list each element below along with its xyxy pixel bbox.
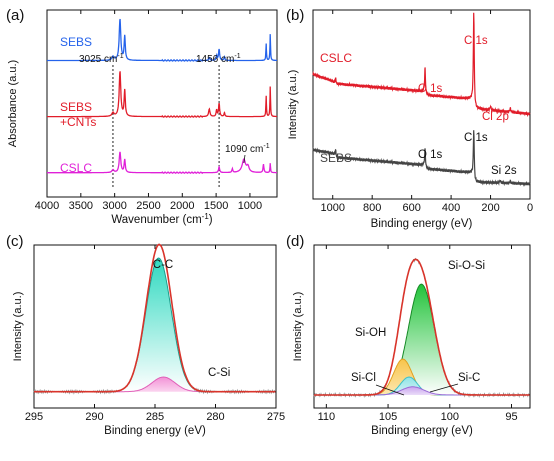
annotation-arrow — [243, 154, 246, 164]
x-tick-label: 280 — [206, 411, 224, 423]
label-leader-line — [375, 384, 405, 396]
x-tick-label: 275 — [267, 411, 285, 423]
panel-c-c1s: 295 290 285 280 275 (c) Intensity (a.u.) Bindin… — [6, 233, 285, 437]
panel-label: (d) — [286, 233, 304, 250]
x-axis-label: Wavenumber (cm-1) — [111, 212, 212, 226]
component-label-3: Si-C — [458, 372, 480, 384]
series-label-sebs: SEBS — [60, 35, 92, 49]
x-tick-label: 105 — [379, 411, 397, 423]
annotation-1456: 1456 cm-1 — [196, 53, 241, 65]
component-label-1: C-Si — [208, 367, 230, 379]
x-tick-label: 800 — [363, 202, 381, 214]
series-line-2 — [47, 151, 277, 174]
x-tick-label: 2000 — [170, 200, 194, 212]
y-axis-label: Intensity (a.u.) — [287, 70, 299, 140]
peak-label-o1s-sebs: O 1s — [418, 149, 443, 161]
panel-label: (a) — [6, 7, 24, 24]
x-tick-label: 285 — [146, 411, 164, 423]
x-tick-label: 2500 — [136, 200, 160, 212]
peak-label-c1s-cslc: C 1s — [464, 35, 488, 47]
peak-label-si2s-sebs: Si 2s — [491, 165, 517, 177]
peak-label-cl2p-cslc: Cl 2p — [482, 111, 509, 123]
x-tick-label: 3500 — [69, 200, 93, 212]
series-label-sebs: SEBS — [320, 151, 352, 165]
x-tick-label: 290 — [85, 411, 103, 423]
x-tick-label: 95 — [505, 411, 517, 423]
panel-b-xps-survey: 1000 800 600 400 200 0 (b) Intensity (a.u.) Bind… — [286, 7, 533, 230]
plot-frame — [312, 9, 531, 200]
component-label-1: Si-OH — [355, 327, 386, 339]
y-axis-label: Absorbance (a.u.) — [7, 60, 19, 147]
component-label-0: Si-O-Si — [448, 260, 485, 272]
x-tick-label: 200 — [481, 202, 499, 214]
component-fill-3 — [314, 386, 530, 395]
series-line-0 — [312, 12, 531, 118]
x-tick-label: 1500 — [204, 200, 228, 212]
x-tick-label: 3000 — [102, 200, 126, 212]
series-label-cslc: CSLC — [320, 51, 352, 65]
y-axis-label: Intensity (a.u.) — [12, 292, 24, 362]
series-line-1 — [47, 71, 277, 118]
x-tick-label: 600 — [402, 202, 420, 214]
x-tick-label: 1000 — [238, 200, 262, 212]
component-fill-1 — [34, 377, 276, 392]
annotation-1090: 1090 cm-1 — [225, 143, 270, 155]
x-tick-label: 295 — [25, 411, 43, 423]
peak-label-o1s-cslc: O 1s — [418, 83, 443, 95]
series-label-cslc: CSLC — [60, 161, 92, 175]
x-axis-label: Binding energy (eV) — [104, 425, 206, 437]
plot-frame — [313, 244, 531, 409]
y-axis-label: Intensity (a.u.) — [292, 292, 304, 362]
x-axis-label: Binding energy (eV) — [371, 218, 473, 230]
x-tick-label: 100 — [441, 411, 459, 423]
peak-label-c1s-sebs: C 1s — [464, 132, 488, 144]
component-label-2: Si-Cl — [351, 372, 376, 384]
x-tick-label: 4000 — [35, 200, 59, 212]
panel-label: (c) — [6, 233, 24, 250]
component-fill-0 — [34, 258, 276, 392]
component-label-0: C-C — [153, 259, 173, 271]
x-axis-label: Binding energy (eV) — [371, 425, 473, 437]
x-tick-label: 0 — [527, 202, 533, 214]
label-leader-line — [429, 383, 459, 393]
panel-a-ftir: 4000 3500 3000 2500 2000 1500 1000 (a) Absorbanc… — [6, 7, 278, 226]
series-line-1 — [312, 130, 531, 187]
x-tick-label: 110 — [318, 411, 336, 423]
envelope-line — [34, 243, 276, 393]
component-fill-0 — [314, 284, 530, 395]
envelope-line — [314, 258, 530, 396]
panel-label: (b) — [286, 7, 304, 24]
annotation-3025: 3025 cm-1 — [79, 53, 124, 65]
plot-frame — [46, 9, 278, 198]
panel-d-si2p: 110 105 100 95 (d) Intensity (a.u.) Binding en… — [286, 233, 531, 437]
x-tick-label: 1000 — [320, 202, 344, 214]
series-line-0 — [47, 18, 277, 62]
x-tick-label: 400 — [442, 202, 460, 214]
series-label-sebs-cnts: SEBS +CNTs — [60, 100, 96, 129]
